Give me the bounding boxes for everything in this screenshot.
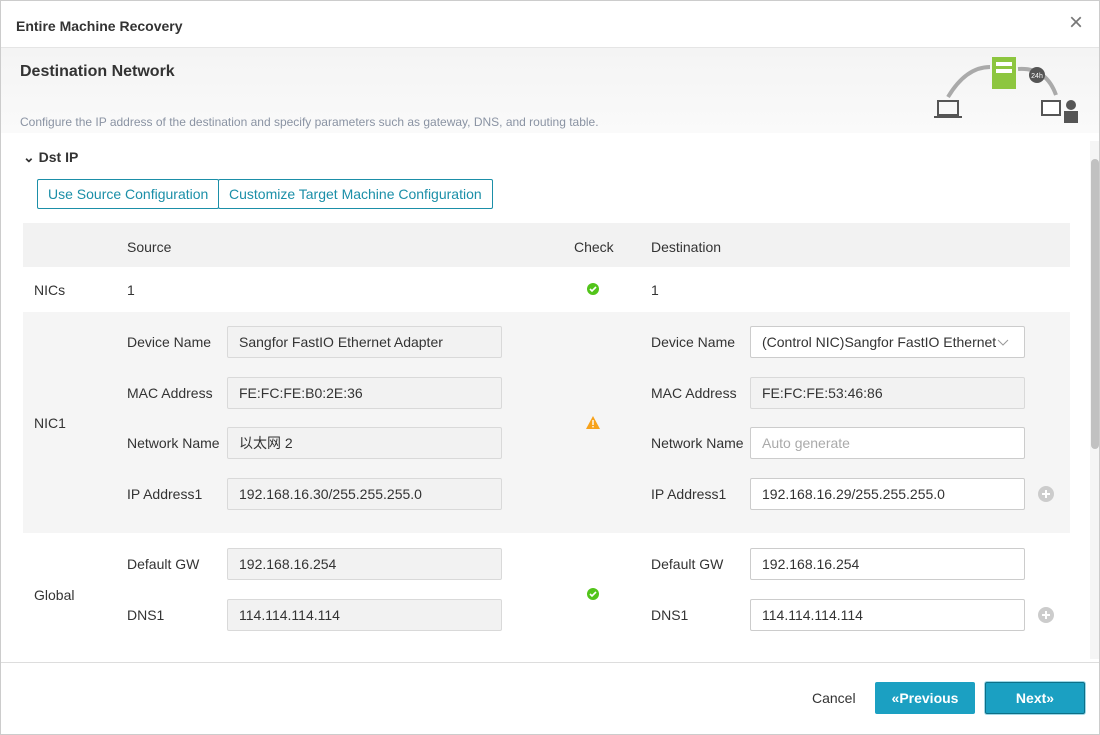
use-source-button[interactable]: Use Source Configuration	[37, 179, 220, 209]
row-label: NICs	[34, 282, 66, 298]
field-label: Network Name	[651, 435, 744, 451]
next-button[interactable]: Next»	[985, 682, 1085, 714]
field-label: DNS1	[127, 607, 165, 623]
field-label: DNS1	[651, 607, 689, 623]
field-label: Default GW	[651, 556, 724, 572]
warning-icon	[586, 416, 600, 429]
destination-input[interactable]: 114.114.114.114	[750, 599, 1025, 631]
source-input: FE:FC:FE:B0:2E:36	[227, 377, 502, 409]
field-label: MAC Address	[651, 385, 737, 401]
add-button[interactable]	[1038, 607, 1054, 623]
destination-input[interactable]: 192.168.16.29/255.255.255.0	[750, 478, 1025, 510]
section-toggle[interactable]: ⌄ Dst IP	[23, 149, 79, 165]
header	[1, 48, 1099, 133]
source-input: 114.114.114.114	[227, 599, 502, 631]
cancel-button[interactable]: Cancel	[812, 690, 856, 706]
destination-input[interactable]: 192.168.16.254	[750, 548, 1025, 580]
destination-input: FE:FC:FE:53:46:86	[750, 377, 1025, 409]
column-header: Source	[127, 239, 172, 255]
section-title: Dst IP	[38, 149, 79, 165]
previous-button[interactable]: «Previous	[875, 682, 975, 714]
add-button[interactable]	[1038, 486, 1054, 502]
illustration: 24h	[934, 57, 1078, 123]
row-label: NIC1	[34, 415, 66, 431]
row-label: Global	[34, 587, 75, 603]
source-input: Sangfor FastIO Ethernet Adapter	[227, 326, 502, 358]
table-header	[23, 223, 1070, 267]
source-input: 192.168.16.254	[227, 548, 502, 580]
destination-input[interactable]: Auto generate	[750, 427, 1025, 459]
cell: 1	[651, 282, 659, 298]
field-label: Network Name	[127, 435, 220, 451]
field-label: MAC Address	[127, 385, 213, 401]
scrollbar[interactable]	[1090, 141, 1099, 659]
customize-button[interactable]: Customize Target Machine Configuration	[218, 179, 493, 209]
ok-icon	[587, 283, 599, 295]
device-select[interactable]: (Control NIC)Sangfor FastIO Ethernet	[750, 326, 1025, 358]
header-description: Configure the IP address of the destinat…	[20, 115, 599, 129]
field-label: Device Name	[127, 334, 212, 350]
source-input: 以太网 2	[227, 427, 502, 459]
footer-divider	[1, 662, 1099, 663]
column-header: Destination	[651, 239, 722, 255]
field-label: Default GW	[127, 556, 200, 572]
dropdown-arrow	[997, 332, 1009, 355]
dialog-title: Entire Machine Recovery	[16, 18, 183, 34]
title-bar	[1, 1, 1099, 48]
ok-icon	[587, 588, 599, 600]
cell: 1	[127, 282, 135, 298]
field-label: IP Address1	[127, 486, 203, 502]
close-button[interactable]: ×	[1069, 9, 1084, 36]
field-label: IP Address1	[651, 486, 727, 502]
badge: 24h	[1031, 73, 1043, 80]
field-label: Device Name	[651, 334, 736, 350]
source-input: 192.168.16.30/255.255.255.0	[227, 478, 502, 510]
header-title: Destination Network	[20, 63, 175, 80]
column-header: Check	[574, 239, 614, 255]
